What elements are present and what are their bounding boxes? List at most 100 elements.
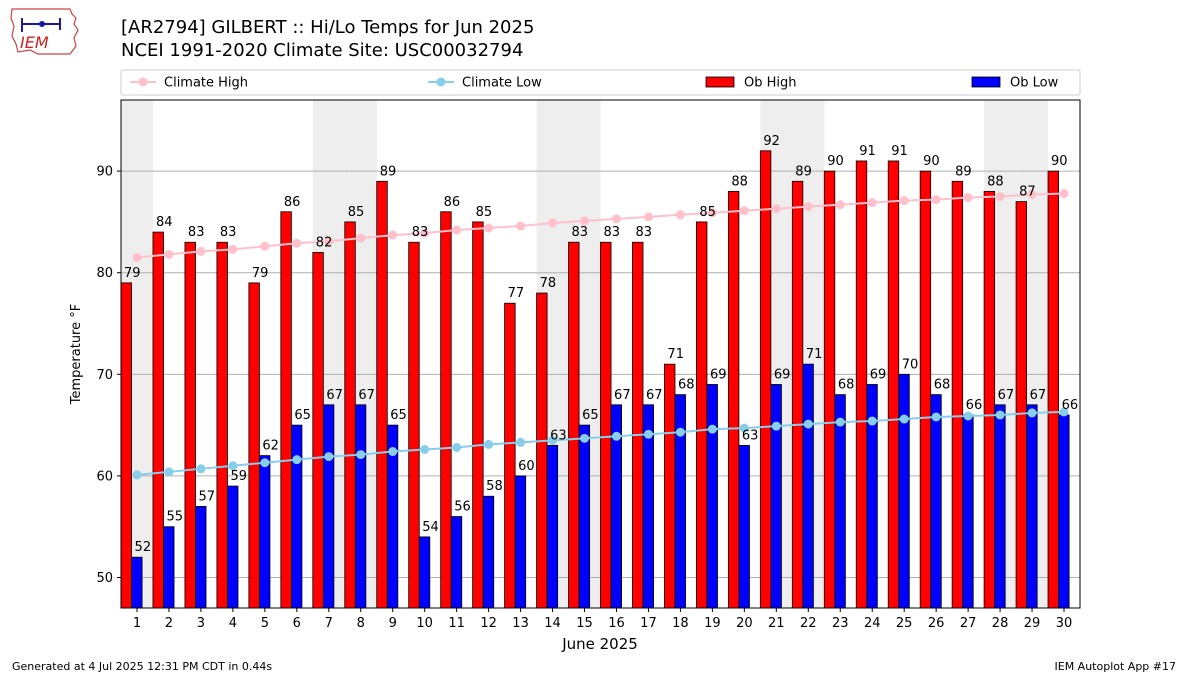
legend-label: Ob Low [1010,76,1059,91]
ob-high-bar [280,211,292,609]
ob-high-label: 90 [923,154,940,169]
climate-low-point [324,452,334,462]
y-axis-label: Temperature °F [69,304,84,405]
climate-high-point [803,202,813,212]
x-tick-label: 25 [896,616,913,631]
ob-low-label: 58 [486,479,503,494]
ob-high-bar [632,241,644,609]
climate-high-point [867,198,877,208]
climate-low-point [675,427,685,437]
ob-high-bar [759,150,772,609]
legend-label: Ob High [744,76,797,91]
x-tick-label: 22 [800,616,817,631]
ob-low-bar [738,445,750,609]
legend-marker [436,77,446,87]
ob-low-label: 59 [230,469,247,484]
ob-low-bar [802,363,814,609]
climate-low-point [420,445,430,455]
x-tick-label: 10 [416,616,433,631]
ob-high-bar [312,251,324,609]
ob-high-bar [1047,170,1059,609]
legend-marker [138,77,148,87]
climate-low-point [707,424,717,434]
ob-low-label: 52 [135,540,152,555]
y-tick-label: 60 [96,469,113,484]
ob-high-label: 83 [604,225,621,240]
climate-low-point [1059,407,1069,417]
climate-high-point [931,195,941,205]
x-tick-label: 16 [608,616,625,631]
climate-high-point [707,208,717,218]
ob-low-label: 65 [582,408,599,423]
climate-low-point [132,470,142,480]
climate-high-point [356,233,366,243]
ob-low-label: 65 [294,408,311,423]
legend: Climate High Climate Low Ob High Ob Low [120,69,1081,96]
ob-low-bar [354,404,367,609]
ob-low-bar [770,384,782,609]
climate-high-point [484,223,494,233]
ob-high-bar [376,180,388,609]
ob-low-label: 69 [710,367,727,382]
ob-high-label: 91 [859,144,876,159]
legend-swatch [705,76,735,88]
x-tick-label: 11 [448,616,465,631]
ob-low-bar [994,404,1006,609]
ob-low-label: 56 [454,500,471,515]
climate-high-point [228,244,238,254]
ob-low-bar [131,556,143,609]
ob-high-label: 71 [667,347,684,362]
ob-low-label: 69 [870,367,887,382]
ob-high-label: 90 [1051,154,1068,169]
ob-high-label: 85 [348,205,365,220]
climate-high-point [196,246,206,256]
ob-low-bar [834,394,846,609]
climate-high-point [1059,188,1069,198]
climate-low-point [739,423,749,433]
ob-low-label: 67 [358,388,375,403]
ob-low-label: 66 [966,398,983,413]
x-tick-label: 30 [1056,616,1073,631]
climate-low-point [995,410,1005,420]
climate-high-point [388,230,398,240]
ob-low-bar [227,485,239,609]
ob-low-label: 68 [678,378,695,393]
ob-high-label: 89 [380,164,397,179]
ob-high-bar [248,282,260,609]
ob-high-label: 79 [252,266,269,281]
ob-low-label: 68 [838,378,855,393]
ob-high-label: 77 [508,286,525,301]
climate-low-line [136,410,1065,476]
climate-low-point [771,421,781,431]
x-axis-label: June 2025 [561,635,638,653]
ob-high-label: 86 [444,195,461,210]
climate-low-point [228,461,238,471]
ob-low-label: 62 [262,439,279,454]
ob-high-bar [887,160,900,609]
climate-lines [132,188,1069,480]
climate-high-point [324,236,334,246]
ob-low-label: 70 [902,357,919,372]
climate-low-point [611,431,621,441]
ob-high-label: 84 [156,215,173,230]
ob-high-bar [216,241,228,609]
climate-low-point [516,437,526,447]
climate-low-point [1027,408,1037,418]
ob-high-label: 83 [188,225,205,240]
ob-high-bar [408,241,420,609]
ob-high-bar [152,231,164,609]
y-tick-label: 50 [96,571,113,586]
climate-low-point [963,411,973,421]
ob-high-bar [600,241,612,609]
climate-high-point [643,212,653,222]
bars [120,150,1070,609]
ob-high-label: 89 [795,164,812,179]
x-tick-label: 17 [640,616,657,631]
y-tick-label: 80 [96,266,113,281]
ob-high-label: 90 [827,154,844,169]
ob-low-bar [322,404,335,609]
climate-high-point [739,206,749,216]
ob-low-label: 67 [326,388,343,403]
